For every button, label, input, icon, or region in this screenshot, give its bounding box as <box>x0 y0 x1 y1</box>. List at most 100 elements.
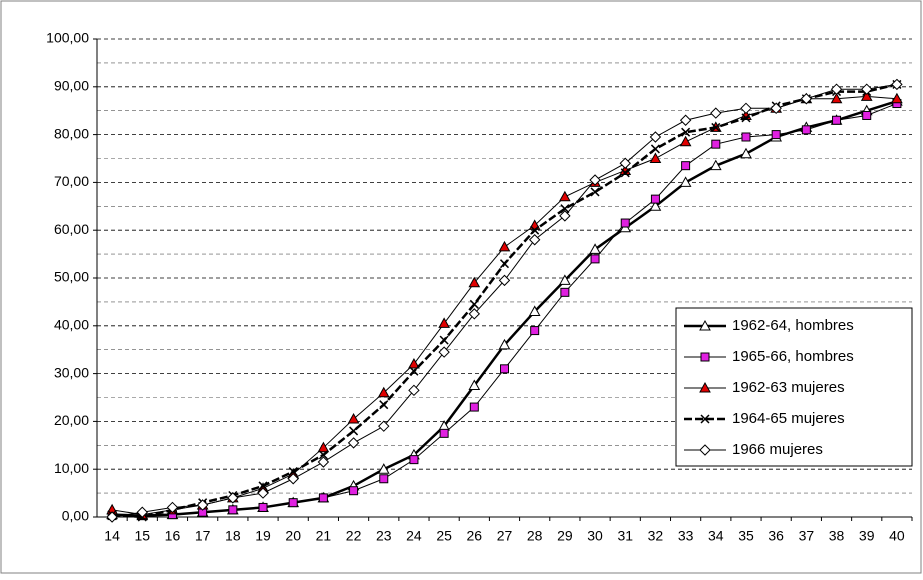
y-tick-label: 70,00 <box>54 173 89 189</box>
marker <box>377 463 390 474</box>
marker <box>800 93 813 105</box>
marker <box>620 168 630 178</box>
marker <box>468 308 481 320</box>
marker <box>770 102 782 115</box>
marker <box>469 299 479 309</box>
marker <box>258 502 268 512</box>
marker <box>438 317 450 328</box>
x-tick-label: 35 <box>738 528 754 544</box>
legend-label: 1962-63 mujeres <box>732 379 845 396</box>
x-tick-label: 25 <box>436 528 452 544</box>
marker <box>830 92 843 104</box>
marker <box>528 234 541 246</box>
marker <box>318 493 328 503</box>
x-tick-label: 17 <box>195 528 211 544</box>
x-tick-label: 24 <box>406 528 422 544</box>
marker <box>347 412 360 424</box>
y-tick-label: 30,00 <box>54 364 89 380</box>
marker <box>559 210 571 222</box>
marker <box>317 441 330 453</box>
marker <box>619 157 631 169</box>
x-tick-label: 22 <box>346 528 362 544</box>
marker <box>560 287 570 297</box>
x-tick-label: 37 <box>799 528 815 544</box>
marker <box>530 326 540 336</box>
y-tick-label: 50,00 <box>54 269 89 285</box>
y-tick-label: 90,00 <box>54 78 89 94</box>
marker <box>379 474 389 484</box>
marker <box>860 90 873 101</box>
marker <box>711 122 721 132</box>
marker <box>740 147 752 159</box>
x-tick-label: 31 <box>617 528 633 544</box>
marker <box>136 506 148 518</box>
x-tick-label: 26 <box>467 528 483 544</box>
legend-label: 1965-66, hombres <box>732 348 854 365</box>
x-tick-label: 18 <box>225 528 241 544</box>
marker <box>590 254 600 264</box>
marker <box>469 402 479 412</box>
marker <box>699 444 711 456</box>
marker <box>559 190 571 202</box>
y-tick-label: 20,00 <box>54 412 89 428</box>
marker <box>379 400 389 410</box>
x-tick-label: 23 <box>376 528 392 544</box>
marker <box>832 115 842 125</box>
marker <box>468 379 481 391</box>
marker <box>649 131 662 143</box>
marker <box>589 243 601 254</box>
y-tick-label: 10,00 <box>54 460 89 476</box>
x-tick-label: 39 <box>859 528 875 544</box>
legend-box <box>675 307 913 467</box>
marker <box>439 428 449 438</box>
marker <box>196 499 209 511</box>
marker <box>700 414 710 424</box>
x-tick-label: 19 <box>255 528 271 544</box>
marker <box>409 366 419 376</box>
marker <box>649 200 662 211</box>
x-tick-label: 27 <box>497 528 513 544</box>
marker <box>741 132 751 142</box>
marker <box>861 83 873 95</box>
y-tick-label: 100,00 <box>46 30 89 46</box>
marker <box>408 384 420 397</box>
marker <box>650 194 660 204</box>
x-tick-label: 28 <box>527 528 543 544</box>
marker <box>679 114 692 126</box>
marker <box>468 276 481 288</box>
marker <box>257 487 269 499</box>
marker <box>699 319 711 331</box>
marker <box>530 225 540 235</box>
marker <box>499 259 510 269</box>
marker <box>559 274 571 285</box>
y-tick-label: 40,00 <box>54 317 89 333</box>
marker <box>771 130 781 140</box>
marker <box>681 161 691 171</box>
marker <box>650 144 660 154</box>
legend-label: 1962-64, hombres <box>732 317 854 334</box>
marker <box>699 381 711 393</box>
marker <box>700 352 710 362</box>
marker <box>620 218 630 228</box>
marker <box>287 473 299 485</box>
marker <box>710 107 722 119</box>
x-tick-label: 34 <box>708 528 724 544</box>
marker <box>349 486 359 496</box>
marker <box>317 456 330 468</box>
marker <box>590 187 600 197</box>
marker <box>862 110 872 120</box>
x-tick-label: 21 <box>316 528 332 544</box>
x-tick-label: 29 <box>557 528 573 544</box>
marker <box>830 83 843 95</box>
x-tick-label: 38 <box>829 528 845 544</box>
marker <box>679 135 692 147</box>
marker <box>349 426 359 436</box>
x-tick-label: 40 <box>889 528 905 544</box>
marker <box>681 127 691 137</box>
y-tick-label: 80,00 <box>54 125 89 141</box>
marker <box>228 505 238 515</box>
marker <box>498 338 511 350</box>
marker <box>166 501 179 514</box>
